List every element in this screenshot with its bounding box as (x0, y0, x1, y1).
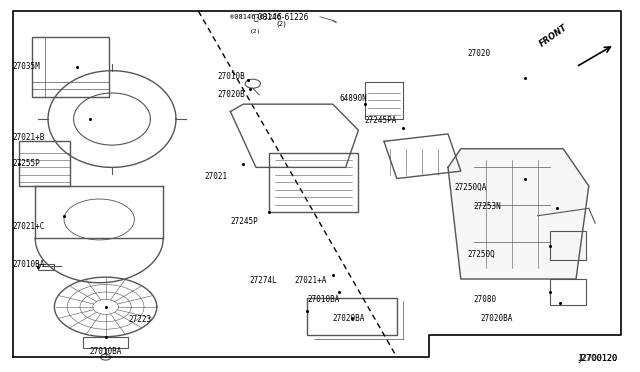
Text: 27021+A: 27021+A (294, 276, 327, 285)
Text: 27255P: 27255P (13, 159, 40, 168)
Text: 27010BA: 27010BA (90, 347, 122, 356)
Text: 27253N: 27253N (474, 202, 501, 211)
Text: ®08146-61226: ®08146-61226 (230, 14, 282, 20)
Text: 27035M: 27035M (13, 62, 40, 71)
Text: 27274L: 27274L (250, 276, 277, 285)
Text: 27021: 27021 (205, 172, 228, 181)
Text: 27245PA: 27245PA (365, 116, 397, 125)
Text: 27223: 27223 (128, 315, 151, 324)
Text: 27020B: 27020B (218, 90, 245, 99)
Text: Ⓡ08146-61226: Ⓡ08146-61226 (254, 12, 309, 21)
Text: J2700120: J2700120 (578, 354, 618, 363)
Text: 27080: 27080 (474, 295, 497, 304)
Text: 27020BA: 27020BA (480, 314, 513, 323)
FancyBboxPatch shape (550, 231, 586, 260)
Text: 27010BA: 27010BA (307, 295, 340, 304)
Text: 27250Q: 27250Q (467, 250, 495, 259)
Text: J2700120: J2700120 (578, 354, 618, 363)
Text: 27250QA: 27250QA (454, 183, 487, 192)
Text: 27245P: 27245P (230, 217, 258, 226)
Text: 27021+B: 27021+B (13, 133, 45, 142)
Text: FRONT: FRONT (538, 23, 570, 48)
Text: 27021+C: 27021+C (13, 222, 45, 231)
Text: (2): (2) (250, 29, 261, 34)
Polygon shape (448, 149, 589, 279)
Text: 27020BA: 27020BA (333, 314, 365, 323)
Text: 27010B: 27010B (218, 72, 245, 81)
Text: 27010BA: 27010BA (13, 260, 45, 269)
Text: (2): (2) (276, 21, 287, 28)
Text: 27020: 27020 (467, 49, 490, 58)
Text: 64890N: 64890N (339, 94, 367, 103)
